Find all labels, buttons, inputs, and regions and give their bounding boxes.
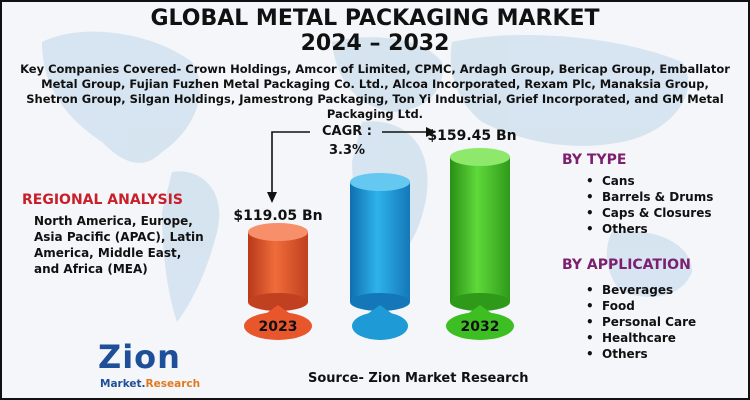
- pill-middle: [352, 305, 408, 340]
- title-line-2: 2024 – 2032: [300, 31, 450, 56]
- application-item: Personal Care: [586, 314, 696, 330]
- by-application-title: BY APPLICATION: [562, 257, 691, 273]
- regional-analysis-text: North America, Europe, Asia Pacific (APA…: [34, 214, 204, 276]
- type-item: Barrels & Drums: [586, 189, 713, 205]
- application-item: Beverages: [586, 282, 696, 298]
- zion-logo: Zion Market.Research: [98, 340, 208, 396]
- cagr-value: 3.3%: [328, 143, 366, 158]
- bar-middle: [350, 173, 410, 311]
- logo-main-text: Zion: [98, 338, 181, 376]
- application-item: Others: [586, 346, 696, 362]
- by-application-list: Beverages Food Personal Care Healthcare …: [586, 282, 696, 362]
- key-companies-text: Key Companies Covered- Crown Holdings, A…: [20, 62, 730, 121]
- type-item: Others: [586, 221, 713, 237]
- pill-2023: [244, 305, 312, 340]
- data-label-2032: $159.45 Bn: [427, 128, 516, 144]
- by-type-title: BY TYPE: [562, 152, 627, 168]
- data-label-2023: $119.05 Bn: [233, 208, 322, 224]
- by-type-list: Cans Barrels & Drums Caps & Closures Oth…: [586, 173, 713, 237]
- type-item: Caps & Closures: [586, 205, 713, 221]
- application-item: Healthcare: [586, 330, 696, 346]
- tick-label-2032: 2032: [461, 319, 500, 335]
- type-item: Cans: [586, 173, 713, 189]
- application-item: Food: [586, 298, 696, 314]
- title-line-1: GLOBAL METAL PACKAGING MARKET: [150, 6, 600, 31]
- cagr-arrow: [267, 127, 436, 203]
- tick-label-2023: 2023: [259, 319, 298, 335]
- source-text: Source- Zion Market Research: [308, 371, 529, 386]
- page-title: GLOBAL METAL PACKAGING MARKET 2024 – 203…: [2, 6, 748, 56]
- logo-sub-text: Market.Research: [100, 378, 201, 390]
- pill-2032: [446, 305, 514, 340]
- bar-2032: [450, 148, 510, 311]
- bar-2023: [248, 223, 308, 311]
- cagr-annotation: CAGR : 3.3%: [307, 122, 387, 160]
- regional-analysis-title: REGIONAL ANALYSIS: [22, 192, 183, 208]
- cagr-label: CAGR :: [321, 124, 372, 139]
